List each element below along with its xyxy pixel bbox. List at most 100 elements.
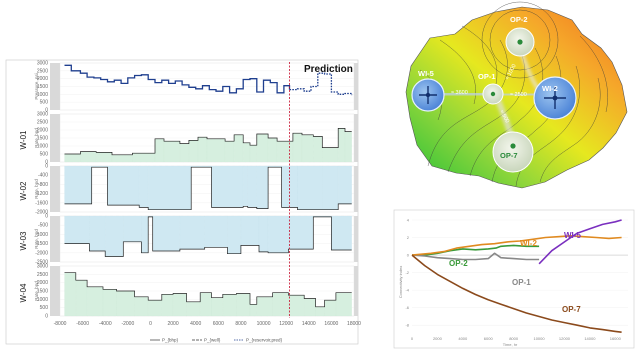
y-tick-label: 0 — [407, 253, 410, 258]
y-tick-label: 2000 — [37, 280, 48, 286]
y-tick-label: 1500 — [37, 84, 48, 90]
series-line-op-7 — [411, 254, 622, 333]
y-tick-label: 3000 — [37, 112, 48, 118]
well-label-op7: OP-7 — [500, 151, 518, 160]
rate-bar — [64, 153, 81, 163]
connectivity-ylabel: Connectivity index — [398, 266, 403, 298]
rate-bar — [258, 215, 269, 252]
x-tick-label: 6000 — [213, 321, 224, 327]
y-tick-label: 2500 — [37, 272, 48, 278]
x-tick-label: 14000 — [302, 321, 316, 327]
x-tick-label: 12000 — [559, 336, 571, 341]
y-tick-label: 2000 — [37, 128, 48, 134]
well-wi2: WI-2 — [533, 76, 577, 120]
rate-bar — [335, 292, 352, 317]
y-tick-label: 1000 — [37, 92, 48, 98]
x-tick-label: 16000 — [324, 321, 338, 327]
rate-bar — [179, 143, 190, 163]
panel-gutter-right — [354, 266, 358, 316]
rate-bar — [141, 215, 149, 253]
y-tick-label: 2500 — [37, 68, 48, 74]
panel-gutter-left — [50, 166, 60, 212]
rate-bar — [234, 134, 244, 163]
well-name-label: W-01 — [19, 130, 28, 150]
pressure-prediction-line — [289, 72, 353, 96]
rate-bar — [102, 289, 117, 317]
y-tick-label: -8 — [405, 323, 409, 328]
y-tick-label: 500 — [40, 305, 49, 311]
rate-bar — [227, 215, 242, 254]
rate-bar — [344, 131, 352, 163]
y-tick-label: 3000 — [37, 264, 48, 270]
rate-bar — [211, 297, 223, 317]
rate-bar — [132, 153, 156, 163]
rate-bar — [256, 165, 269, 209]
history-legend: P_{bhp} P_{well} P_{reservoir,pred} — [150, 338, 283, 343]
series-label-op7: OP-7 — [562, 305, 581, 314]
rate-bar — [338, 165, 352, 205]
rate-bar — [188, 140, 199, 163]
rate-bar — [322, 147, 339, 163]
panel-gutter-left — [50, 266, 60, 316]
rate-bar — [267, 215, 289, 253]
rate-bar — [75, 280, 88, 317]
series-line-wi-5 — [538, 219, 622, 265]
y-tick-label: 1500 — [37, 289, 48, 295]
well-op1: OP-1 — [478, 72, 504, 105]
x-tick-label: -6000 — [76, 321, 89, 327]
panel-gutter-right — [354, 63, 358, 110]
legend-pbhp: P_{bhp} — [162, 338, 179, 343]
rate-step-line — [64, 166, 352, 211]
series-label-wi5: WI-5 — [564, 231, 581, 240]
y-tick-label: -1500 — [35, 241, 48, 247]
rate-bar — [240, 215, 260, 246]
rate-bar — [304, 298, 316, 317]
y-tick-label: 0 — [45, 314, 48, 320]
rate-bar — [96, 152, 113, 163]
rate-bar — [243, 142, 251, 163]
well-name-label: W-02 — [19, 181, 28, 201]
y-tick-label: -6 — [405, 305, 409, 310]
history-panel-1: 3000 2500 2000 1500 1000 500 0 Rate, bpd W-01 — [19, 112, 358, 166]
well-op2: OP-2 — [505, 15, 535, 57]
panel-gutter-left — [50, 63, 60, 110]
rate-bar — [249, 304, 257, 317]
x-tick-label: 2000 — [433, 336, 443, 341]
well-name-label: W-03 — [19, 231, 28, 251]
rate-bar — [200, 292, 212, 317]
rate-bar — [236, 293, 251, 317]
rate-bar — [197, 137, 208, 163]
rate-bar — [288, 295, 305, 317]
well-name-label: W-04 — [19, 283, 28, 303]
rate-bar — [87, 286, 104, 317]
rate-bar — [256, 133, 269, 163]
rate-bar — [64, 272, 76, 317]
rate-bar — [222, 294, 237, 317]
y-tick-label: -2 — [405, 270, 409, 275]
series-line-op-2 — [412, 244, 540, 256]
y-tick-label: -1200 — [35, 191, 48, 197]
x-tick-label: 10000 — [257, 321, 271, 327]
prediction-label: Prediction — [304, 64, 353, 75]
flow-label-wi2-op1: ≈ 2500 — [510, 92, 527, 98]
y-tick-label: -2000 — [35, 210, 48, 216]
rate-bar — [172, 293, 187, 317]
rate-bar — [297, 165, 323, 210]
y-tick-label: -500 — [38, 223, 48, 229]
rate-bar — [322, 165, 339, 210]
panel-gutter-left — [50, 216, 60, 262]
rate-bar — [315, 306, 325, 317]
reservoir-map: WI-5 OP-2 OP-1 WI-2 OP-7 ≈ 3600 ≈ 1000 ≈… — [405, 1, 628, 189]
x-tick-label: 18000 — [347, 321, 361, 327]
x-tick-label: 14000 — [584, 336, 596, 341]
y-axis-label: Rate, bpd — [34, 281, 39, 301]
rate-bar — [105, 215, 124, 257]
rate-bar — [272, 292, 289, 317]
x-tick-label: 4000 — [190, 321, 201, 327]
legend-pwell: P_{well} — [204, 338, 221, 343]
rate-bar — [64, 215, 90, 244]
rate-step-line — [64, 272, 352, 308]
rate-bar — [123, 215, 142, 242]
y-tick-label: 3000 — [37, 61, 48, 67]
